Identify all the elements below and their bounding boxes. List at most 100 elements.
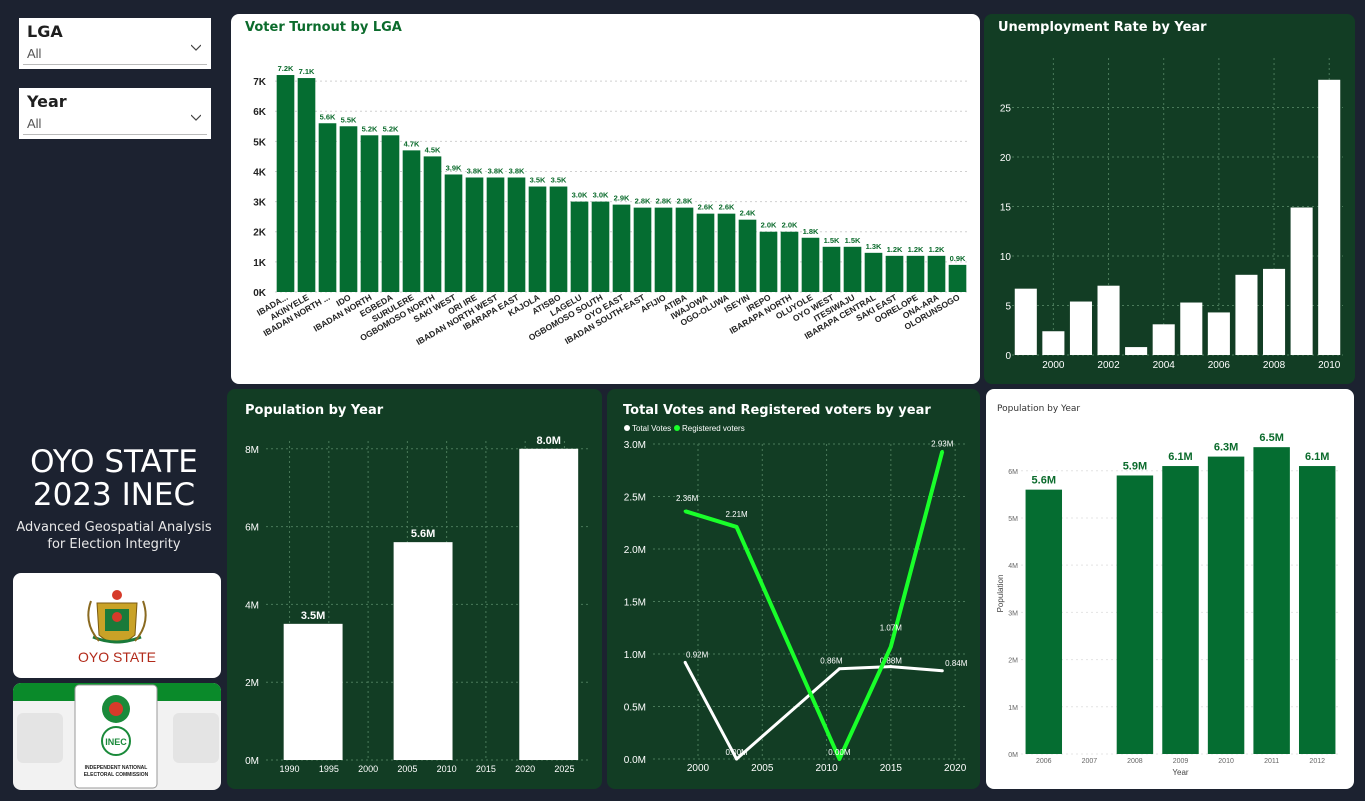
bar: [1097, 285, 1120, 355]
inec-text-2: ELECTORAL COMMISSION: [84, 772, 149, 778]
data-label: 5.5K: [341, 115, 357, 124]
data-label: 3.0K: [572, 191, 588, 200]
divider: [23, 134, 207, 135]
data-label: 1.5K: [824, 236, 840, 245]
x-tick-label: 2005: [397, 764, 417, 774]
legend-marker: [624, 425, 630, 431]
bar: [654, 207, 673, 292]
population-title: Population by Year: [245, 403, 384, 418]
bar: [283, 623, 343, 760]
x-tick-label: 2007: [1082, 758, 1098, 765]
data-label: 1.8K: [803, 227, 819, 236]
data-label: 1.2K: [908, 245, 924, 254]
data-label: 1.2K: [929, 245, 945, 254]
voter-turnout-chart: 0K1K2K3K4K5K6K7K7.2KIBADA...7.1KAKINYELE…: [253, 64, 968, 347]
y-tick-label: 3.0M: [624, 440, 646, 451]
bar: [402, 150, 421, 292]
bar: [1042, 331, 1065, 355]
year-slicer[interactable]: Year All: [19, 88, 211, 139]
data-point: [683, 509, 687, 513]
data-label: 3.9K: [446, 163, 462, 172]
data-point: [889, 665, 893, 669]
chevron-down-icon[interactable]: [191, 112, 201, 122]
bar: [1253, 447, 1290, 754]
report-subtitle: Advanced Geospatial Analysis for Electio…: [0, 519, 228, 553]
year-slicer-value[interactable]: All: [27, 116, 42, 131]
votes-title: Total Votes and Registered voters by yea…: [623, 403, 931, 418]
x-axis-label: Year: [1172, 768, 1189, 777]
x-tick-label: 2020: [944, 763, 967, 774]
bar: [612, 204, 631, 292]
bar: [1235, 274, 1258, 355]
bar: [465, 177, 484, 292]
x-tick-label: 2006: [1208, 360, 1231, 371]
bar: [1180, 302, 1203, 355]
bar: [381, 135, 400, 292]
x-tick-label: 2010: [1318, 360, 1341, 371]
bar: [549, 186, 568, 292]
x-tick-label: 2011: [1264, 758, 1279, 765]
lga-slicer-value[interactable]: All: [27, 46, 42, 61]
bar: [1290, 207, 1313, 355]
y-tick-label: 1.0M: [624, 650, 646, 661]
data-label: 0.88M: [880, 657, 903, 666]
data-label: 3.0K: [593, 191, 609, 200]
bar: [393, 542, 453, 760]
data-point: [940, 449, 944, 453]
x-tick-label: 2000: [1042, 360, 1065, 371]
lga-slicer[interactable]: LGA All: [19, 18, 211, 69]
inec-emblem-icon: INEC INDEPENDENT NATIONAL ELECTORAL COMM…: [13, 683, 221, 789]
chevron-down-icon[interactable]: [191, 42, 201, 52]
legend-label: Total Votes: [632, 424, 671, 433]
voter-turnout-title: Voter Turnout by LGA: [245, 20, 402, 35]
bar: [1025, 489, 1063, 754]
bar: [276, 75, 295, 292]
data-label: 1.2K: [887, 245, 903, 254]
bar: [801, 237, 820, 292]
data-label: 3.5K: [530, 176, 546, 185]
data-label: 1.3K: [866, 242, 882, 251]
x-tick-label: 2004: [1153, 360, 1176, 371]
report-title-line2: 2023 INEC: [32, 477, 196, 513]
bar: [444, 174, 463, 292]
data-label: 0.84M: [945, 659, 968, 668]
y-tick-label: 6M: [245, 523, 259, 534]
x-tick-label: 2000: [687, 763, 710, 774]
y-tick-label: 2.5M: [624, 493, 646, 504]
y-tick-label: 4M: [245, 600, 259, 611]
y-tick-label: 8M: [245, 445, 259, 456]
oyo-logo-text: OYO STATE: [78, 649, 156, 665]
data-label: 2.0K: [761, 221, 777, 230]
y-tick-label: 5: [1005, 302, 1011, 313]
y-tick-label: 10: [1000, 252, 1012, 263]
data-label: 6.1M: [1305, 451, 1329, 463]
y-tick-label: 3K: [253, 198, 267, 209]
data-label: 0.86M: [820, 657, 843, 666]
data-label: 7.1K: [299, 67, 315, 76]
data-label: 3.8K: [509, 166, 525, 175]
bar: [1298, 466, 1336, 754]
data-label: 2.8K: [677, 197, 693, 206]
data-label: 2.8K: [656, 197, 672, 206]
data-label: 1.07M: [880, 624, 903, 633]
year-slicer-label: Year: [27, 92, 67, 111]
data-label: 3.8K: [467, 166, 483, 175]
bar: [822, 246, 841, 292]
population-small-title: Population by Year: [997, 404, 1081, 414]
y-tick-label: 1M: [1008, 705, 1018, 712]
bar: [1207, 456, 1245, 754]
votes-chart: Total Votes Registered voters 0.0M 0.5M 1.0M…: [624, 424, 968, 774]
inec-logo: INEC INDEPENDENT NATIONAL ELECTORAL COMM…: [13, 683, 221, 790]
divider: [23, 64, 207, 65]
y-tick-label: 0.0M: [624, 755, 646, 766]
data-label: 5.6M: [411, 528, 435, 540]
bar: [885, 255, 904, 292]
population-small-chart: 0M 1M 2M 3M 4M 5M 6M 2006 5.6M 2007 2008 5.9M 2009 6.…: [996, 432, 1340, 777]
data-label: 5.6K: [320, 112, 336, 121]
bar: [1069, 301, 1092, 355]
data-point: [683, 660, 687, 664]
bar: [696, 213, 715, 292]
y-tick-label: 4M: [1008, 563, 1018, 570]
x-tick-label: 2010: [437, 764, 457, 774]
bar: [780, 231, 799, 292]
